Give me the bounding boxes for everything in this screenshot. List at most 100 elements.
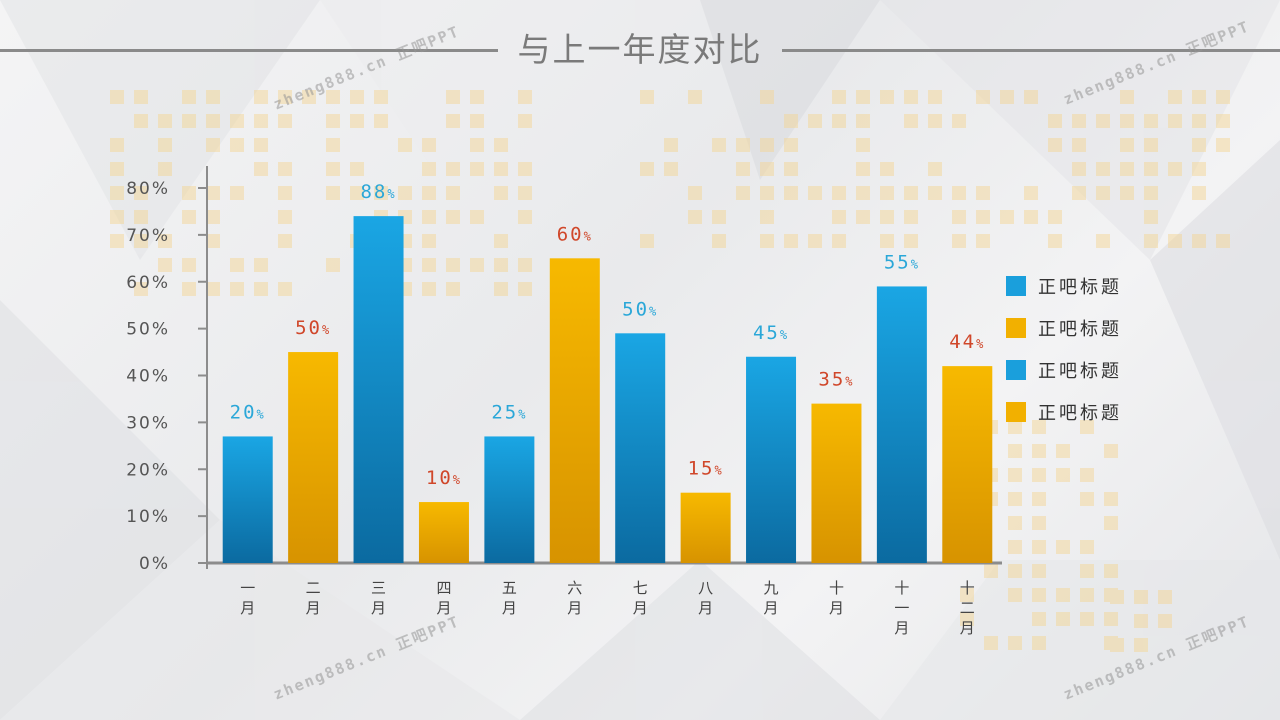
data-label: 35% [818,369,854,391]
bg-dot [230,186,244,200]
bg-dot [446,210,460,224]
bg-dot [1032,468,1046,482]
legend-swatch [1006,276,1026,296]
bg-dot [1158,590,1172,604]
bg-dot [1056,540,1070,554]
bg-dot [712,210,726,224]
bg-dot [904,210,918,224]
bg-dot [254,282,268,296]
bg-dot [326,138,340,152]
bg-dot [518,90,532,104]
bg-dot [422,234,436,248]
bg-dot [1032,492,1046,506]
bg-dot [446,258,460,272]
legend-label: 正吧标题 [1038,361,1122,382]
bg-dot [254,162,268,176]
bg-dot [1110,590,1124,604]
data-label: 50% [622,298,658,320]
legend-item: 正吧标题 [1006,349,1122,391]
x-tick-label: 月 [633,599,648,617]
bg-dot [1144,186,1158,200]
bg-dot [1120,138,1134,152]
x-tick-label: 四 [436,579,451,597]
bg-dot [278,186,292,200]
bg-dot [1032,444,1046,458]
bar [484,436,535,563]
bg-dot [110,162,124,176]
bg-dot [760,186,774,200]
data-label: 44% [949,331,985,353]
bg-dot [1080,492,1094,506]
y-tick-label: 70% [126,226,170,246]
bg-dot [880,90,894,104]
bg-dot [1104,492,1118,506]
bg-dot [422,282,436,296]
bg-dot [832,234,846,248]
bg-dot [1008,588,1022,602]
y-tick-label: 40% [126,367,170,387]
x-tick-label: 三 [371,579,386,597]
bg-dot [736,162,750,176]
bar [288,352,339,563]
bg-dot [518,186,532,200]
x-tick-label: 七 [633,579,648,597]
bg-dot [856,138,870,152]
bg-dot [422,138,436,152]
x-tick-label: 月 [306,599,321,617]
bg-dot [1008,444,1022,458]
bg-dot [664,138,678,152]
bg-dot [1024,210,1038,224]
bg-dot [518,210,532,224]
bg-dot [470,210,484,224]
x-tick-label: 月 [960,619,975,637]
bg-dot [1144,234,1158,248]
bg-dot [230,114,244,128]
bg-dot [1024,186,1038,200]
bar [615,333,666,563]
bg-dot [1008,636,1022,650]
x-tick-label: 一 [240,579,255,597]
bg-dot [350,90,364,104]
x-tick-label: 月 [502,599,517,617]
bg-dot [904,90,918,104]
bg-dot [158,138,172,152]
bg-dot [1104,612,1118,626]
page-title: 与上一年度对比 [517,30,763,69]
bg-dot [1008,468,1022,482]
y-tick-label: 10% [126,507,170,527]
bg-dot [1192,90,1206,104]
bg-dot [494,186,508,200]
bg-dot [1120,186,1134,200]
bg-dot [856,90,870,104]
bg-dot [760,234,774,248]
bg-dot [960,588,974,602]
bg-dot [1104,516,1118,530]
bg-dot [278,234,292,248]
bg-dot [984,564,998,578]
bg-dot [928,90,942,104]
bg-dot [1008,420,1022,434]
bg-dot [134,210,148,224]
bg-dot [134,186,148,200]
bar [353,216,404,563]
bg-dot [1144,114,1158,128]
bg-dot [832,114,846,128]
legend-item: 正吧标题 [1006,265,1122,307]
bg-dot [494,138,508,152]
bar [942,366,993,563]
bg-dot [1192,186,1206,200]
bg-dot [446,90,460,104]
bg-dot [278,282,292,296]
bg-dot [1080,588,1094,602]
bg-dot [784,138,798,152]
bg-dot [856,114,870,128]
bg-dot [928,186,942,200]
x-tick-label: 月 [371,599,386,617]
data-label: 88% [360,181,396,203]
bg-dot [984,636,998,650]
bg-dot [736,186,750,200]
x-tick-label: 月 [764,599,779,617]
bg-dot [278,114,292,128]
bg-dot [1104,588,1118,602]
legend-swatch [1006,402,1026,422]
